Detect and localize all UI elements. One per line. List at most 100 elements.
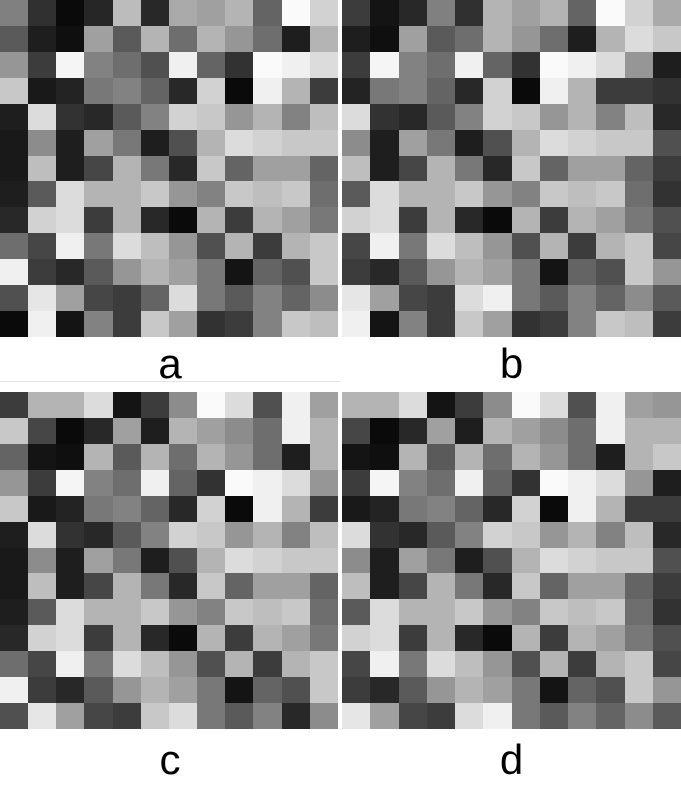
grid-cell bbox=[342, 443, 371, 470]
grid-cell bbox=[140, 103, 169, 130]
grid-cell bbox=[539, 311, 568, 337]
grid-cell bbox=[652, 573, 681, 600]
grid-cell bbox=[225, 469, 254, 496]
grid-cell bbox=[370, 625, 399, 652]
grid-cell bbox=[0, 25, 29, 52]
grid-cell bbox=[309, 233, 338, 260]
grid-cell bbox=[624, 443, 653, 470]
grid-cell bbox=[84, 103, 113, 130]
grid-cell bbox=[483, 285, 512, 312]
grid-cell bbox=[112, 181, 141, 208]
grid-cell bbox=[112, 155, 141, 182]
grid-cell bbox=[112, 417, 141, 444]
grid-cell bbox=[197, 521, 226, 548]
grid-cell bbox=[197, 677, 226, 704]
panel-label-d: d bbox=[499, 736, 524, 783]
grid-cell bbox=[28, 155, 57, 182]
grid-cell bbox=[0, 311, 29, 337]
grid-cell bbox=[168, 469, 198, 496]
grid-cell bbox=[568, 547, 597, 574]
grid-cell bbox=[539, 547, 568, 574]
grid-cell bbox=[398, 25, 427, 52]
grid-cell bbox=[253, 129, 282, 156]
grid-cell bbox=[281, 521, 310, 548]
grid-cell bbox=[370, 469, 399, 496]
grid-cell bbox=[370, 599, 399, 626]
grid-cell bbox=[624, 181, 653, 208]
grid-cell bbox=[568, 311, 597, 337]
grid-cell bbox=[483, 207, 512, 234]
grid-cell bbox=[84, 417, 113, 444]
grid-cell bbox=[511, 495, 540, 522]
grid-cell bbox=[483, 495, 512, 522]
grid-cell bbox=[309, 651, 338, 678]
grid-cell bbox=[253, 573, 282, 600]
grid-cell bbox=[309, 259, 338, 286]
grid-cell bbox=[168, 521, 198, 548]
grid-cell bbox=[281, 495, 310, 522]
grid-cell bbox=[596, 207, 625, 234]
grid-cell bbox=[140, 677, 169, 704]
grid-cell bbox=[28, 392, 57, 418]
grid-cell bbox=[197, 77, 226, 104]
grid-cell bbox=[624, 25, 653, 52]
grid-cell bbox=[398, 495, 427, 522]
grid-cell bbox=[596, 311, 625, 337]
grid-cell bbox=[342, 625, 371, 652]
grid-cell bbox=[624, 547, 653, 574]
grid-cell bbox=[426, 651, 455, 678]
grid-cell bbox=[568, 495, 597, 522]
grid-cell bbox=[511, 51, 540, 78]
grid-cell bbox=[168, 495, 198, 522]
grid-cell bbox=[112, 599, 141, 626]
grid-cell bbox=[652, 547, 681, 574]
grid-cell bbox=[0, 417, 29, 444]
grid-cell bbox=[568, 0, 597, 26]
grid-cell bbox=[281, 625, 310, 652]
panel-b: b bbox=[342, 0, 681, 385]
grid-cell bbox=[28, 443, 57, 470]
grid-cell bbox=[483, 77, 512, 104]
grid-cell bbox=[539, 703, 568, 729]
grid-cell bbox=[281, 103, 310, 130]
grid-cell bbox=[197, 207, 226, 234]
grid-cell bbox=[140, 573, 169, 600]
grid-cell bbox=[225, 677, 254, 704]
grid-cell bbox=[281, 573, 310, 600]
grid-cell bbox=[168, 77, 198, 104]
grid-cell bbox=[370, 207, 399, 234]
grid-cell bbox=[426, 207, 455, 234]
grid-cell bbox=[0, 495, 29, 522]
grid-cell bbox=[596, 392, 625, 418]
grid-cell bbox=[568, 233, 597, 260]
grid-cell bbox=[511, 443, 540, 470]
grid-cell bbox=[398, 417, 427, 444]
grid-cell bbox=[84, 285, 113, 312]
grid-cell bbox=[539, 573, 568, 600]
grid-cell bbox=[56, 495, 85, 522]
grid-cell bbox=[652, 181, 681, 208]
grid-cell bbox=[197, 259, 226, 286]
grid-cell bbox=[253, 599, 282, 626]
grid-cell bbox=[455, 77, 484, 104]
grid-cell bbox=[112, 573, 141, 600]
grid-cell bbox=[281, 677, 310, 704]
grid-cell bbox=[483, 443, 512, 470]
grid-cell bbox=[568, 103, 597, 130]
grid-cell bbox=[398, 233, 427, 260]
grid-cell bbox=[225, 103, 254, 130]
grid-cell bbox=[253, 103, 282, 130]
grid-cell bbox=[140, 392, 169, 418]
grid-cell bbox=[370, 285, 399, 312]
grid-cell bbox=[253, 651, 282, 678]
grid-cell bbox=[84, 25, 113, 52]
grid-cell bbox=[483, 677, 512, 704]
grid-cell bbox=[342, 311, 371, 337]
grid-cell bbox=[0, 677, 29, 704]
grid-cell bbox=[197, 573, 226, 600]
grid-cell bbox=[225, 285, 254, 312]
grid-cell bbox=[652, 703, 681, 729]
grid-cell bbox=[168, 703, 198, 729]
grid-cell bbox=[28, 51, 57, 78]
grid-cell bbox=[483, 573, 512, 600]
